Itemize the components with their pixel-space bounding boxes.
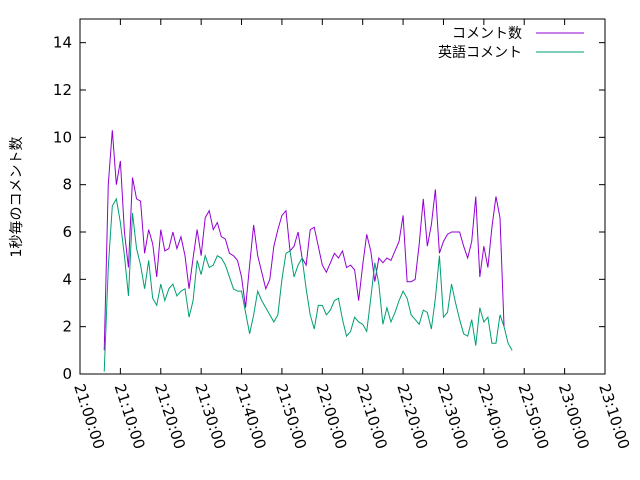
y-tick-label: 6 <box>62 223 72 241</box>
x-tick-label: 21:50:00 <box>272 382 310 452</box>
y-tick-label: 0 <box>62 365 72 383</box>
x-tick-label: 22:30:00 <box>434 382 472 452</box>
x-tick-label: 23:10:00 <box>595 382 633 452</box>
series-line-1 <box>103 130 505 351</box>
x-tick-label: 22:40:00 <box>474 382 512 452</box>
x-tick-label: 21:40:00 <box>232 382 270 452</box>
y-tick-label: 4 <box>62 270 72 288</box>
legend-label-1: コメント数 <box>452 26 522 42</box>
x-tick-label: 21:00:00 <box>70 382 108 452</box>
y-tick-label: 14 <box>53 34 72 52</box>
x-tick-label: 22:00:00 <box>313 382 351 452</box>
y-tick-label: 10 <box>53 128 72 146</box>
x-tick-label: 23:00:00 <box>555 382 593 452</box>
x-tick-label: 22:10:00 <box>353 382 391 452</box>
y-tick-label: 12 <box>53 81 72 99</box>
x-tick-label: 21:10:00 <box>111 382 149 452</box>
x-tick-label: 22:50:00 <box>514 382 552 452</box>
y-tick-label: 2 <box>62 318 72 336</box>
x-tick-label: 21:30:00 <box>191 382 229 452</box>
y-tick-label: 8 <box>62 176 72 194</box>
y-axis-label: 1秒毎のコメント数 <box>9 137 25 258</box>
series-line-2 <box>103 197 513 372</box>
legend-label-2: 英語コメント <box>438 44 522 61</box>
x-tick-label: 22:20:00 <box>393 382 431 452</box>
x-tick-label: 21:20:00 <box>151 382 189 452</box>
plot-border <box>79 18 606 375</box>
